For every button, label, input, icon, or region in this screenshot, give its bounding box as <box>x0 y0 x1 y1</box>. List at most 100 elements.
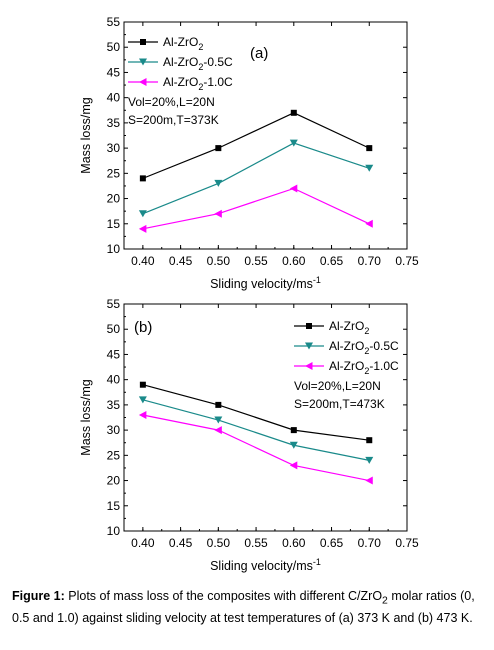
y-axis-label: Mass loss/mg <box>79 379 93 455</box>
y-tick-label: 55 <box>107 15 121 29</box>
x-tick-label: 0.50 <box>207 536 231 550</box>
chart-panel-a: 10 15 20 25 30 35 40 45 50 55 0.40 0.45 0.50 0.55 0.60… <box>79 15 419 291</box>
data-point <box>138 210 147 218</box>
x-axis-label-sup: -1 <box>313 557 321 567</box>
y-tick-label: 45 <box>107 65 121 79</box>
data-point <box>215 145 222 152</box>
series-line-1 <box>142 399 370 461</box>
x-tick-label: 0.45 <box>169 254 193 268</box>
legend-entry: Al-ZrO2-0.5C <box>329 339 399 356</box>
legend-entry-sub: 2 <box>364 366 369 376</box>
x-axis-label-main: Sliding velocity/ms <box>210 277 313 291</box>
legend-entry: Al-ZrO2 <box>163 35 203 52</box>
series-line-2 <box>142 187 370 230</box>
legend-entry: Al-ZrO2-1.0C <box>329 359 399 376</box>
x-tick-label: 0.70 <box>358 536 382 550</box>
data-point <box>138 396 147 404</box>
legend-marker <box>140 39 146 45</box>
data-point <box>214 209 222 218</box>
data-point <box>138 410 147 419</box>
y-tick-label: 15 <box>107 217 121 231</box>
y-tick-label: 45 <box>107 347 121 361</box>
x-tick-label: 0.60 <box>282 254 306 268</box>
legend-entry-sub: 2 <box>364 346 369 356</box>
legend-entry-main: Al-ZrO <box>163 75 198 89</box>
y-tick-label: 40 <box>107 373 121 387</box>
annotation-text: Vol=20%,L=20N <box>294 379 381 393</box>
y-tick-label: 15 <box>107 499 121 513</box>
caption-subscript: 2 <box>382 595 388 607</box>
x-tick-label: 0.70 <box>358 254 382 268</box>
data-point <box>289 184 298 193</box>
y-tick-label: 30 <box>107 141 121 155</box>
x-tick-label: 0.40 <box>131 254 155 268</box>
data-point <box>214 426 222 435</box>
legend-entry-tail: -1.0C <box>203 75 233 89</box>
data-point <box>366 437 373 444</box>
x-tick-label: 0.50 <box>207 254 231 268</box>
legend-entry: Al-ZrO2 <box>329 319 369 336</box>
y-tick-label: 55 <box>107 297 121 311</box>
legend-entry-tail: -0.5C <box>203 55 233 69</box>
legend-marker <box>305 362 313 370</box>
y-tick-label: 50 <box>107 322 121 336</box>
series-line-1 <box>142 142 370 215</box>
data-point <box>214 179 223 187</box>
y-tick-label: 35 <box>107 116 121 130</box>
data-point <box>366 145 373 152</box>
legend-marker <box>139 58 147 66</box>
panel-label: (b) <box>134 319 152 336</box>
y-tick-label: 30 <box>107 423 121 437</box>
data-point <box>365 456 374 464</box>
annotation-text: Vol=20%,L=20N <box>128 95 215 109</box>
data-point <box>289 139 298 147</box>
data-point <box>215 401 222 408</box>
series-line-0 <box>142 384 370 441</box>
legend-entry-main: Al-ZrO <box>329 359 364 373</box>
data-point <box>138 224 147 233</box>
data-point <box>365 476 373 485</box>
legend-marker <box>306 323 312 329</box>
plot-frame <box>123 303 408 532</box>
caption-label: Figure 1: <box>12 589 65 603</box>
legend-entry-main: Al-ZrO <box>329 339 364 353</box>
series-line-2 <box>142 414 370 482</box>
legend-entry-main: Al-ZrO <box>163 35 198 49</box>
data-point <box>289 441 298 449</box>
x-tick-label: 0.75 <box>395 536 419 550</box>
x-tick-label: 0.45 <box>169 536 193 550</box>
y-tick-label: 20 <box>107 192 121 206</box>
x-axis-label-main: Sliding velocity/ms <box>210 559 313 573</box>
legend-entry-sub: 2 <box>198 42 203 52</box>
annotation-text: S=200m,T=373K <box>128 113 219 127</box>
y-tick-label: 10 <box>107 242 121 256</box>
y-tick-label: 20 <box>107 474 121 488</box>
y-tick-label: 40 <box>107 91 121 105</box>
y-axis-label: Mass loss/mg <box>79 97 93 173</box>
y-tick-label: 25 <box>107 166 121 180</box>
caption-text-2: molar ratios (0, 0.5 and 1.0) against sl… <box>12 589 475 625</box>
data-point <box>214 416 223 424</box>
figure-caption: Figure 1: Plots of mass loss of the comp… <box>12 588 482 626</box>
x-axis-label: Sliding velocity/ms-1 <box>210 275 321 291</box>
x-tick-label: 0.55 <box>244 536 268 550</box>
x-tick-label: 0.75 <box>395 254 419 268</box>
figure: 10 15 20 25 30 35 40 45 50 55 0.40 0.45 0.50 0.55 0.60… <box>79 15 419 573</box>
x-axis-label-sup: -1 <box>313 275 321 285</box>
legend-entry-tail: -0.5C <box>369 339 399 353</box>
y-tick-label: 50 <box>107 40 121 54</box>
y-tick-label: 25 <box>107 448 121 462</box>
chart-panel-b: 10 15 20 25 30 35 40 45 50 55 0.40 0.45 0.50 0.55 0.60… <box>79 297 419 573</box>
legend-marker <box>305 342 313 350</box>
panel-label: (a) <box>250 45 268 62</box>
annotation-text: S=200m,T=473K <box>294 397 385 411</box>
y-tick-label: 35 <box>107 398 121 412</box>
x-axis-label: Sliding velocity/ms-1 <box>210 557 321 573</box>
legend-entry-tail: -1.0C <box>369 359 399 373</box>
legend-entry-sub: 2 <box>198 62 203 72</box>
y-tick-label: 10 <box>107 524 121 538</box>
data-point <box>289 461 298 470</box>
legend-entry: Al-ZrO2-1.0C <box>163 75 233 92</box>
data-point <box>290 427 297 434</box>
legend-entry: Al-ZrO2-0.5C <box>163 55 233 72</box>
